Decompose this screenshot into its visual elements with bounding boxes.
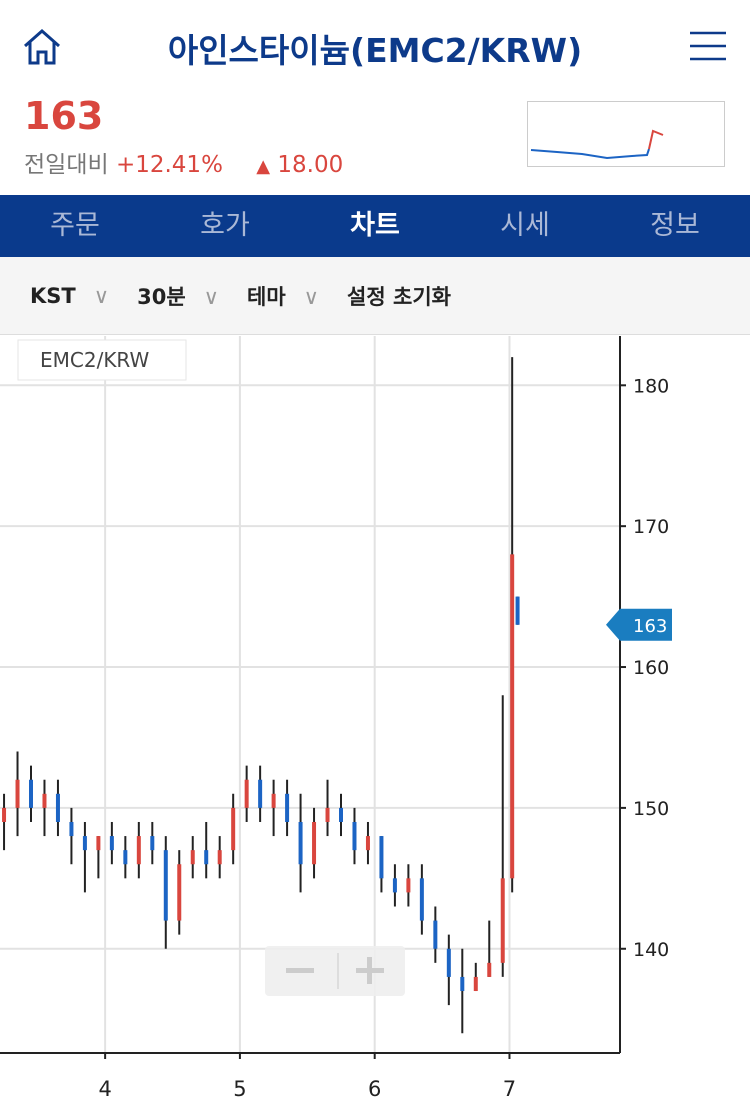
candle-body (82, 836, 87, 851)
mini-chart (527, 101, 725, 167)
price-tag (606, 608, 672, 641)
candle-body (29, 779, 33, 808)
dropdown-label: 테마 (247, 284, 286, 309)
chevron: ∨ (303, 284, 320, 309)
candle-body (258, 779, 263, 808)
y-tick-label: 160 (633, 657, 669, 679)
candle-body (433, 920, 438, 949)
zoom-out[interactable] (286, 968, 314, 973)
zoom-in[interactable] (356, 957, 384, 984)
dropdown-label: 30분 (137, 284, 186, 309)
change-row: 전일대비 +12.41% ▲ 18.00 (24, 145, 343, 179)
candle-body (163, 850, 168, 921)
title: 아인스타이늄(EMC2/KRW) (167, 31, 583, 70)
chart: 14015016017018034567163EMC2/KRW (0, 336, 672, 1101)
x-tick-label: 7 (503, 1077, 516, 1101)
candle-body (15, 779, 20, 808)
legend-label: EMC2/KRW (40, 348, 150, 372)
candle-body (339, 807, 343, 822)
price-tag-label: 163 (633, 616, 667, 637)
price: 163 (24, 94, 104, 138)
y-tick-label: 170 (633, 516, 669, 538)
x-tick-label: 6 (368, 1077, 381, 1101)
up-arrow: ▲ (256, 156, 271, 177)
candle-body (392, 878, 397, 893)
candle-body (285, 793, 290, 822)
dropdown[interactable]: 30분 ∨ (137, 281, 233, 311)
tab[interactable]: 정보 (650, 210, 700, 241)
toolbar: KST ∨ 30분 ∨ 테마 ∨ 설정 초기화 (0, 257, 750, 335)
home-icon[interactable] (22, 28, 62, 66)
candle-body (487, 962, 492, 977)
menu-icon[interactable] (688, 30, 728, 62)
candle-body (271, 793, 276, 808)
candle-body (460, 976, 465, 992)
candle-body (379, 836, 384, 879)
tab[interactable]: 호가 (200, 210, 250, 241)
candle-body (109, 836, 114, 851)
candle-body (177, 864, 182, 921)
candle-body (190, 850, 195, 865)
candle-body (150, 836, 155, 851)
candle-body (244, 779, 249, 808)
y-tick-label: 140 (633, 939, 669, 961)
candle-body (69, 821, 74, 837)
candle-body (365, 836, 370, 851)
candle-body (419, 878, 424, 921)
candle-body (500, 878, 505, 963)
candle-body (298, 821, 303, 865)
candle-body (231, 807, 236, 851)
reset-button[interactable]: 설정 초기화 (347, 284, 451, 309)
dropdown-label: KST (30, 283, 76, 308)
tab-bar: 주문 호가 차트 시세 정보 (0, 195, 750, 257)
candle-body (204, 850, 209, 865)
candle-body (217, 850, 222, 865)
candle-body (312, 821, 317, 865)
candle-body (123, 850, 128, 865)
chevron: ∨ (203, 284, 220, 309)
dropdown[interactable]: 테마 ∨ (247, 281, 333, 311)
x-tick-label: 4 (98, 1077, 111, 1101)
candle-body (136, 836, 141, 865)
candle-body (96, 836, 101, 851)
candle-body (473, 976, 478, 992)
candle-body (2, 807, 7, 822)
dropdown[interactable]: KST ∨ (30, 284, 123, 308)
chevron: ∨ (93, 283, 110, 308)
y-tick-label: 180 (633, 375, 669, 397)
legend-box (17, 339, 187, 381)
change-pct: +12.41% (115, 152, 223, 178)
candle-body (352, 821, 357, 851)
candle-body (406, 878, 411, 893)
change-label: 전일대비 (24, 152, 109, 178)
candle-body (55, 793, 60, 822)
candle-body (42, 793, 47, 808)
x-tick-label: 5 (233, 1077, 246, 1101)
candle-body (325, 807, 330, 822)
tab[interactable]: 시세 (500, 210, 550, 241)
y-tick-label: 150 (633, 798, 669, 820)
tab[interactable]: 주문 (50, 210, 100, 241)
candle-body (510, 554, 515, 879)
change-value: 18.00 (277, 152, 344, 178)
tab[interactable]: 차트 (350, 210, 400, 241)
candle-body (515, 596, 520, 625)
candle-body (446, 948, 451, 977)
